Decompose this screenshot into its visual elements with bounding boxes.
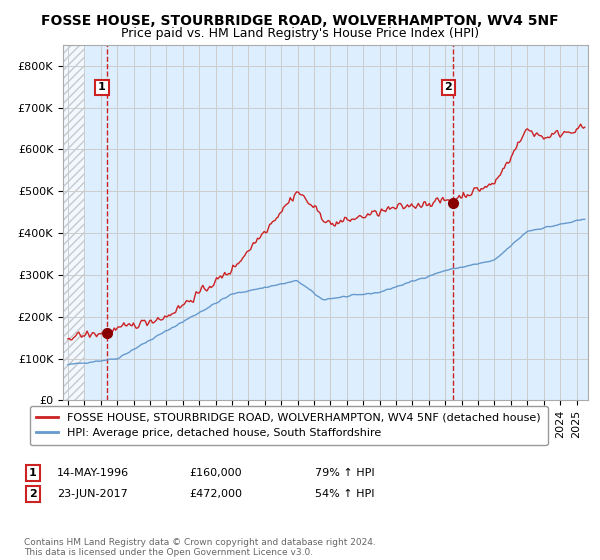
Text: 14-MAY-1996: 14-MAY-1996	[57, 468, 129, 478]
Text: £472,000: £472,000	[189, 489, 242, 499]
Text: £160,000: £160,000	[189, 468, 242, 478]
Bar	[63, 45, 85, 400]
Text: Contains HM Land Registry data © Crown copyright and database right 2024.
This d: Contains HM Land Registry data © Crown c…	[24, 538, 376, 557]
Text: 54% ↑ HPI: 54% ↑ HPI	[315, 489, 374, 499]
Text: Price paid vs. HM Land Registry's House Price Index (HPI): Price paid vs. HM Land Registry's House …	[121, 27, 479, 40]
Text: 2: 2	[445, 82, 452, 92]
Text: 1: 1	[98, 82, 106, 92]
Text: 23-JUN-2017: 23-JUN-2017	[57, 489, 128, 499]
Text: FOSSE HOUSE, STOURBRIDGE ROAD, WOLVERHAMPTON, WV4 5NF: FOSSE HOUSE, STOURBRIDGE ROAD, WOLVERHAM…	[41, 14, 559, 28]
Text: 1: 1	[29, 468, 37, 478]
Text: 2: 2	[29, 489, 37, 499]
Text: 79% ↑ HPI: 79% ↑ HPI	[315, 468, 374, 478]
Legend: FOSSE HOUSE, STOURBRIDGE ROAD, WOLVERHAMPTON, WV4 5NF (detached house), HPI: Ave: FOSSE HOUSE, STOURBRIDGE ROAD, WOLVERHAM…	[29, 406, 548, 445]
